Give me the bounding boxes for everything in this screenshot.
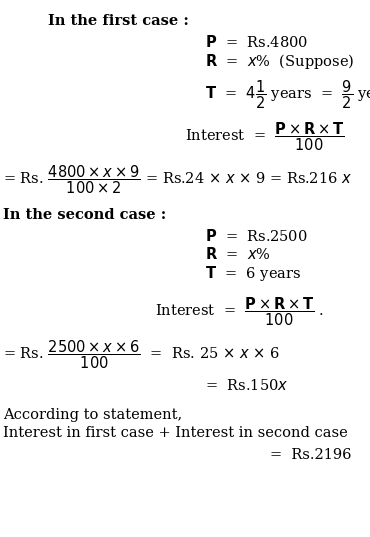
Text: $\mathbf{R}$  =  $x$%: $\mathbf{R}$ = $x$% [205,246,271,262]
Text: = Rs. $\dfrac{2500\times x\times 6}{100}$  =  Rs. 25 $\times$ $x$ $\times$ 6: = Rs. $\dfrac{2500\times x\times 6}{100}… [3,338,280,371]
Text: $\mathbf{P}$  =  Rs.4800: $\mathbf{P}$ = Rs.4800 [205,34,308,50]
Text: $\mathbf{T}$  =  $4\dfrac{1}{2}$ years  =  $\dfrac{9}{2}$ years: $\mathbf{T}$ = $4\dfrac{1}{2}$ years = $… [205,78,370,111]
Text: According to statement,: According to statement, [3,408,182,422]
Text: Interest in first case + Interest in second case: Interest in first case + Interest in sec… [3,426,348,440]
Text: In the second case :: In the second case : [3,208,166,222]
Text: In the first case :: In the first case : [48,14,189,28]
Text: =  Rs.150$x$: = Rs.150$x$ [205,378,288,393]
Text: $\mathbf{P}$  =  Rs.2500: $\mathbf{P}$ = Rs.2500 [205,228,307,244]
Text: = Rs. $\dfrac{4800\times x\times 9}{100\times 2}$ = Rs.24 $\times$ $x$ $\times$ : = Rs. $\dfrac{4800\times x\times 9}{100\… [3,163,352,195]
Text: $\mathbf{R}$  =  $x$%  (Suppose): $\mathbf{R}$ = $x$% (Suppose) [205,52,354,71]
Text: $\mathbf{T}$  =  6 years: $\mathbf{T}$ = 6 years [205,264,301,283]
Text: =  Rs.2196: = Rs.2196 [270,448,351,462]
Text: Interest  =  $\dfrac{\mathbf{P}\times\mathbf{R}\times\mathbf{T}}{100}$ .: Interest = $\dfrac{\mathbf{P}\times\math… [155,295,324,328]
Text: Interest  =  $\dfrac{\mathbf{P}\times\mathbf{R}\times\mathbf{T}}{100}$: Interest = $\dfrac{\mathbf{P}\times\math… [185,120,344,153]
